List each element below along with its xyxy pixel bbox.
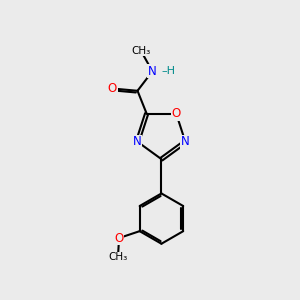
Text: N: N	[181, 135, 190, 148]
Text: O: O	[172, 107, 181, 120]
Text: –H: –H	[161, 66, 175, 76]
Text: CH₃: CH₃	[108, 253, 128, 262]
Text: O: O	[114, 232, 124, 244]
Text: N: N	[133, 135, 142, 148]
Text: N: N	[148, 65, 157, 78]
Text: CH₃: CH₃	[131, 46, 151, 56]
Text: O: O	[108, 82, 117, 95]
